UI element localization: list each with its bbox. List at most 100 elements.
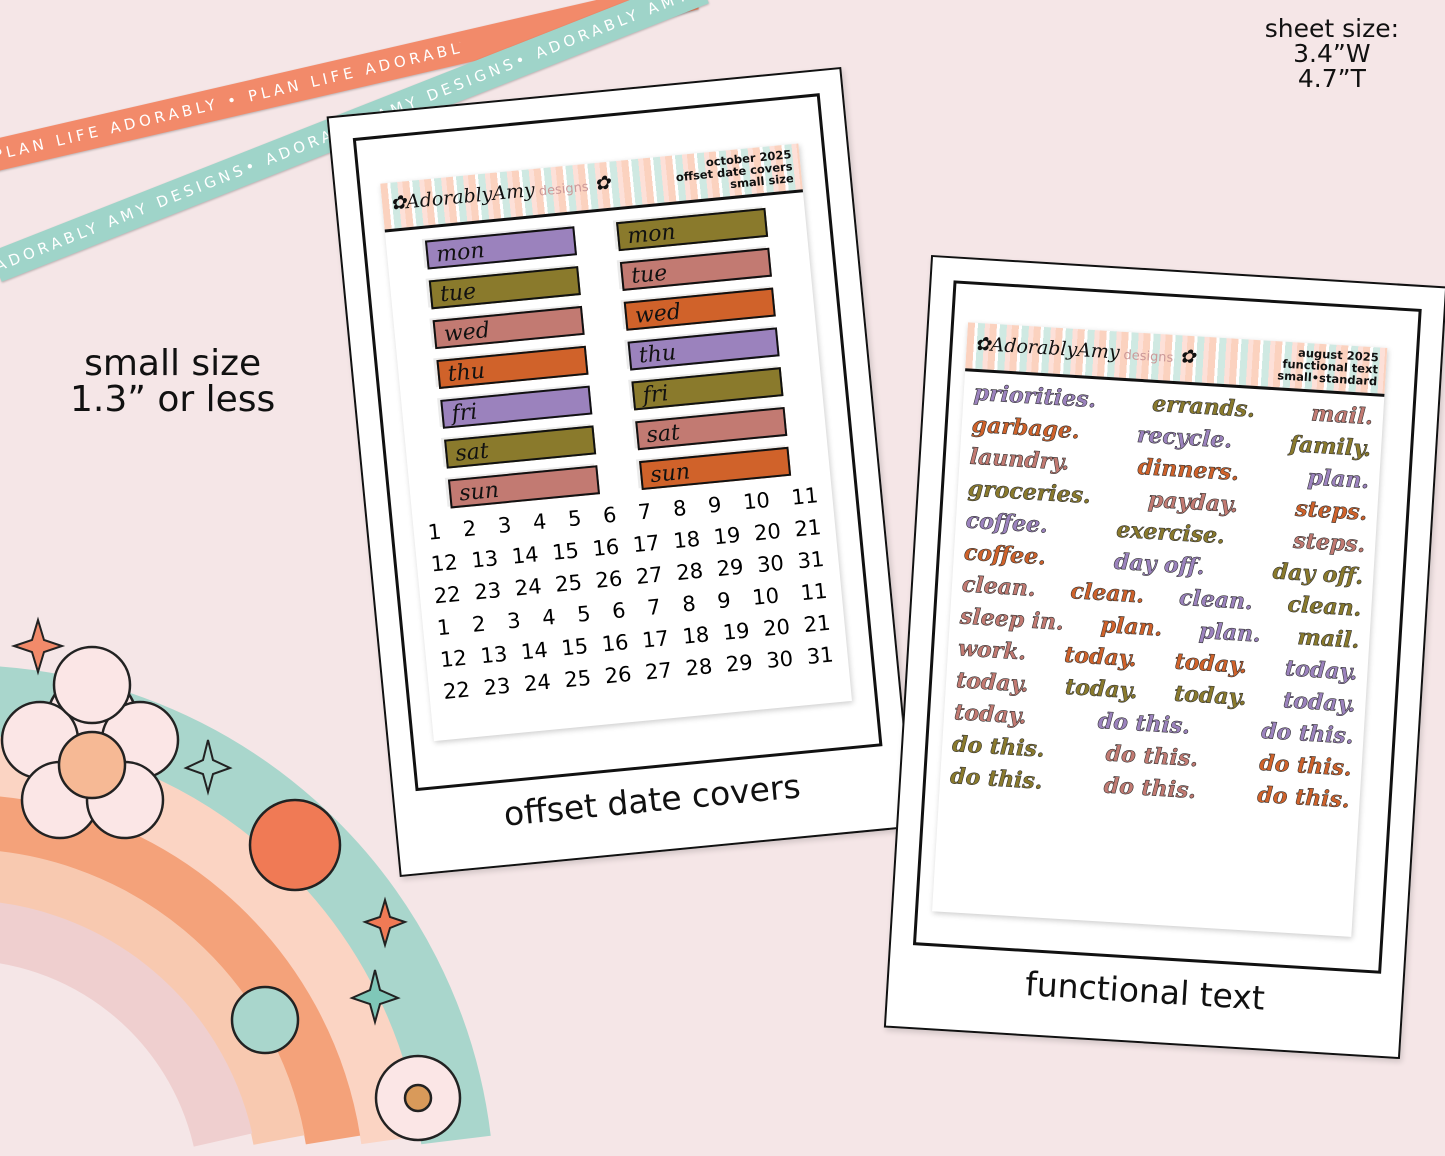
- word-sticker: do this.: [1103, 772, 1197, 805]
- day-cover-sticker: tue: [428, 266, 581, 310]
- day-cover-sticker: thu: [627, 327, 780, 371]
- date-number: 19: [712, 522, 742, 550]
- day-cover-sticker: tue: [619, 247, 772, 291]
- word-sticker: plan.: [1099, 612, 1164, 642]
- date-number: 23: [482, 673, 512, 701]
- sheet-size-label: sheet size:: [1264, 14, 1399, 43]
- day-cover-sticker: sat: [444, 425, 597, 469]
- rainbow-illustration: [0, 616, 491, 1148]
- word-sticker: work.: [957, 635, 1027, 666]
- date-number: 29: [724, 650, 754, 677]
- word-sticker: laundry.: [969, 443, 1071, 476]
- sparkle-icon: [349, 969, 401, 1026]
- sheet-info: august 2025 functional text small•standard: [1276, 345, 1380, 389]
- flower-icon: [248, 798, 342, 892]
- date-number: 27: [634, 562, 664, 589]
- word-sticker: today.: [1282, 687, 1357, 718]
- flower-icon: [0, 645, 180, 840]
- date-number: 14: [519, 637, 549, 665]
- date-number: 5: [566, 506, 583, 532]
- word-sticker: day off.: [1271, 558, 1365, 590]
- word-sticker: exercise.: [1115, 516, 1226, 550]
- sticker-sheet: ✿AdorablyAmy designs ✿ october 2025 offset…: [380, 143, 853, 742]
- date-number: 2: [461, 516, 478, 542]
- date-number: 19: [721, 618, 751, 645]
- date-number: 14: [510, 542, 540, 569]
- word-sticker: today.: [955, 667, 1030, 698]
- date-number: 22: [432, 581, 462, 609]
- day-cover-sticker: fri: [631, 367, 784, 411]
- date-number: 21: [793, 515, 823, 542]
- date-number: 26: [594, 566, 624, 593]
- day-cover-sticker: thu: [436, 345, 589, 389]
- date-number: 31: [796, 546, 826, 574]
- word-sticker: today.: [953, 699, 1028, 730]
- date-number: 15: [560, 633, 590, 661]
- word-sticker: mail.: [1310, 400, 1374, 431]
- word-sticker: today.: [1063, 641, 1138, 673]
- date-number: 18: [672, 526, 702, 554]
- word-sticker: do this.: [1097, 708, 1191, 740]
- date-number: 5: [576, 601, 592, 627]
- date-number: 25: [554, 570, 584, 597]
- date-number: 3: [496, 512, 513, 538]
- date-number: 4: [541, 604, 557, 631]
- date-number: 10: [751, 583, 781, 610]
- sparkle-icon: [183, 739, 233, 796]
- small-size-label: small size: [84, 343, 262, 384]
- brand-logo: ✿AdorablyAmy designs ✿: [389, 171, 612, 215]
- sparkle-icon: [362, 896, 408, 949]
- date-number: 2: [471, 611, 487, 637]
- date-number: 24: [522, 669, 552, 697]
- word-sticker: groceries.: [967, 475, 1092, 510]
- cover-column: mon tue wed thu fri sat sun: [616, 207, 792, 491]
- small-size-note: small size 1.3” or less: [70, 346, 275, 418]
- word-sticker: today.: [1173, 680, 1248, 711]
- word-sticker: do this.: [951, 731, 1046, 763]
- word-sticker: do this.: [1260, 718, 1355, 750]
- word-sticker: today.: [1173, 648, 1248, 679]
- date-covers: mon tue wed thu fri sat sun mon tue wed thu fri sat s…: [385, 192, 830, 512]
- functional-text-card: ✿AdorablyAmy designs ✿ august 2025 functio…: [883, 254, 1445, 1060]
- word-sticker: clean.: [961, 571, 1037, 602]
- date-number: 10: [742, 487, 771, 515]
- word-sticker: do this.: [949, 763, 1044, 795]
- word-sticker: coffee.: [965, 507, 1049, 539]
- date-number: 20: [762, 614, 792, 641]
- date-number: 23: [473, 578, 503, 605]
- word-sticker: errands.: [1151, 390, 1256, 423]
- date-number: 13: [470, 546, 500, 573]
- word-sticker: today.: [1064, 673, 1139, 705]
- date-number: 24: [513, 574, 543, 601]
- card-frame: ✿AdorablyAmy designs ✿ august 2025 functio…: [912, 280, 1422, 974]
- date-number: 13: [479, 641, 509, 669]
- word-sticker: mail.: [1296, 624, 1361, 654]
- date-number: 21: [802, 610, 832, 638]
- day-cover-sticker: fri: [440, 385, 593, 429]
- day-cover-sticker: wed: [432, 305, 585, 350]
- word-sticker: recycle.: [1136, 421, 1233, 454]
- date-number: 9: [706, 492, 723, 518]
- word-sticker: steps.: [1294, 495, 1368, 527]
- word-sticker: plan.: [1306, 464, 1370, 495]
- brand-logo: ✿AdorablyAmy designs ✿: [974, 332, 1197, 369]
- date-number: 11: [799, 578, 829, 606]
- sheet-size-note: sheet size: 3.4”W 4.7”T: [1265, 16, 1399, 91]
- word-sticker: do this.: [1105, 740, 1199, 773]
- date-number: 12: [439, 645, 468, 673]
- offset-date-covers-card: ✿AdorablyAmy designs ✿ october 2025 offset…: [326, 66, 915, 878]
- date-number: 20: [752, 518, 782, 546]
- day-cover-sticker: sat: [635, 406, 788, 451]
- word-sticker: family.: [1288, 431, 1372, 463]
- date-number: 12: [429, 550, 459, 577]
- sheet-info: october 2025 offset date covers small size: [675, 147, 795, 192]
- date-number: 28: [675, 558, 705, 586]
- word-sticker: coffee.: [963, 539, 1047, 571]
- date-number: 26: [603, 661, 633, 689]
- date-number: 15: [551, 538, 580, 565]
- date-number: 1: [435, 615, 452, 641]
- word-sticker: garbage.: [971, 411, 1081, 445]
- word-sticker: today.: [1284, 655, 1359, 686]
- cover-column: mon tue wed thu fri sat sun: [424, 226, 601, 509]
- word-sticker: dinners.: [1136, 453, 1240, 487]
